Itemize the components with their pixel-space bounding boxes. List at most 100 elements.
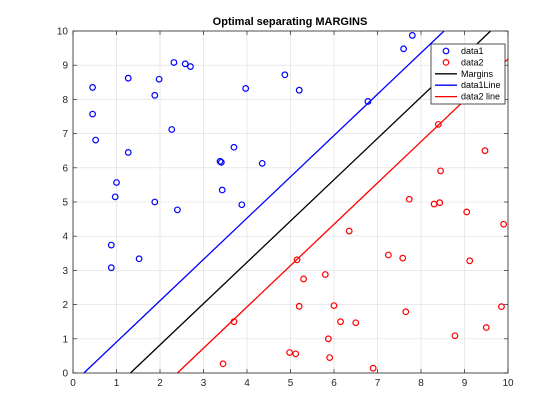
- point-data2: [436, 199, 444, 207]
- y-tick-label: 7: [62, 129, 68, 140]
- legend-entry-data2-line: data2 line: [435, 92, 500, 102]
- point-data1: [89, 110, 96, 118]
- y-tick-label: 1: [62, 334, 68, 345]
- x-tick-label: 10: [502, 378, 514, 389]
- legend-label: data2 line: [461, 92, 500, 102]
- tick-marks: [72, 30, 509, 374]
- legend-marker: [442, 47, 450, 55]
- series-lines: [83, 30, 509, 374]
- point-data2: [451, 332, 459, 340]
- y-tick-label: 3: [62, 266, 68, 277]
- point-data1: [107, 264, 115, 272]
- point-data1: [217, 158, 225, 166]
- legend-entry-data2: data2: [442, 57, 484, 67]
- point-data1: [181, 60, 189, 68]
- point-data2: [437, 167, 444, 175]
- point-data1: [155, 75, 163, 83]
- point-data1: [124, 74, 132, 82]
- point-data1: [111, 193, 119, 201]
- point-data2: [286, 349, 294, 356]
- point-data2: [293, 256, 301, 264]
- x-tick-label: 5: [288, 378, 294, 389]
- point-data1: [113, 179, 120, 186]
- series-line-data2-line: [176, 58, 509, 374]
- x-tick-label: 4: [244, 378, 250, 389]
- y-tick-label: 8: [62, 95, 68, 106]
- series-line-margins: [129, 30, 492, 374]
- point-data2: [330, 302, 338, 310]
- x-tick-label: 9: [462, 378, 468, 389]
- point-data2: [500, 220, 508, 228]
- point-data2: [345, 227, 353, 235]
- x-tick-label: 6: [331, 378, 337, 389]
- x-tick-label: 2: [157, 378, 163, 389]
- point-data1: [408, 32, 416, 39]
- point-data1: [107, 241, 115, 249]
- point-data2: [292, 350, 300, 358]
- point-data1: [242, 85, 250, 92]
- point-data1: [258, 159, 266, 167]
- point-data1: [168, 126, 176, 133]
- legend-entry-margins: Margins: [435, 69, 494, 79]
- point-data1: [295, 86, 303, 94]
- point-data2: [435, 120, 442, 128]
- legend-label: data1: [461, 46, 484, 56]
- legend-marker: [442, 59, 450, 66]
- y-tick-label: 9: [62, 61, 68, 72]
- point-data1: [230, 143, 238, 151]
- point-data2: [482, 324, 490, 331]
- point-data1: [364, 98, 372, 105]
- point-data1: [173, 206, 181, 214]
- point-data2: [230, 318, 238, 326]
- x-tick-label: 7: [375, 378, 381, 389]
- point-data1: [135, 255, 143, 263]
- point-data2: [405, 195, 413, 203]
- point-data2: [481, 147, 489, 155]
- legend-label: data2: [461, 57, 484, 67]
- point-data1: [170, 59, 178, 66]
- y-tick-label: 0: [62, 369, 68, 380]
- point-data1: [400, 45, 408, 53]
- x-tick-label: 3: [201, 378, 207, 389]
- x-tick-label: 0: [70, 378, 76, 389]
- y-tick-label: 5: [62, 198, 68, 209]
- y-tick-label: 6: [62, 163, 68, 174]
- point-data1: [89, 84, 96, 91]
- point-data2: [300, 275, 307, 283]
- y-tick-label: 2: [62, 300, 68, 311]
- point-data1: [218, 186, 226, 194]
- y-axis-tick-labels: 0 1 2 3 4 5 6 7 8 9 10: [57, 27, 69, 380]
- series-markers: [89, 32, 508, 372]
- point-data1: [216, 157, 224, 165]
- point-data2: [295, 302, 303, 310]
- legend-entry-data1line: data1Line: [435, 80, 501, 90]
- point-data1: [187, 63, 194, 70]
- point-data2: [399, 254, 407, 262]
- legend-label: Margins: [461, 69, 494, 79]
- series-line-data1line: [83, 30, 445, 374]
- point-data2: [352, 319, 360, 327]
- x-axis-tick-labels: 0 1 2 3 4 5 6 7 8 9 10: [70, 378, 514, 389]
- point-data2: [321, 271, 329, 278]
- point-data2: [369, 364, 377, 372]
- point-data2: [384, 251, 392, 259]
- y-tick-label: 4: [62, 232, 68, 243]
- legend-label: data1Line: [461, 80, 501, 90]
- point-data1: [151, 198, 159, 206]
- point-data1: [151, 91, 159, 99]
- point-data1: [92, 136, 100, 144]
- point-data1: [124, 149, 132, 156]
- point-data1: [238, 201, 246, 209]
- point-data2: [337, 318, 344, 326]
- x-tick-label: 8: [418, 378, 424, 389]
- point-data1: [281, 71, 289, 79]
- point-data2: [498, 303, 505, 311]
- chart-title: Optimal separating MARGINS: [213, 16, 368, 28]
- x-tick-label: 1: [114, 378, 120, 389]
- point-data2: [466, 257, 474, 265]
- legend-entry-data1: data1: [442, 46, 484, 56]
- y-tick-label: 10: [57, 27, 69, 38]
- point-data2: [463, 208, 471, 216]
